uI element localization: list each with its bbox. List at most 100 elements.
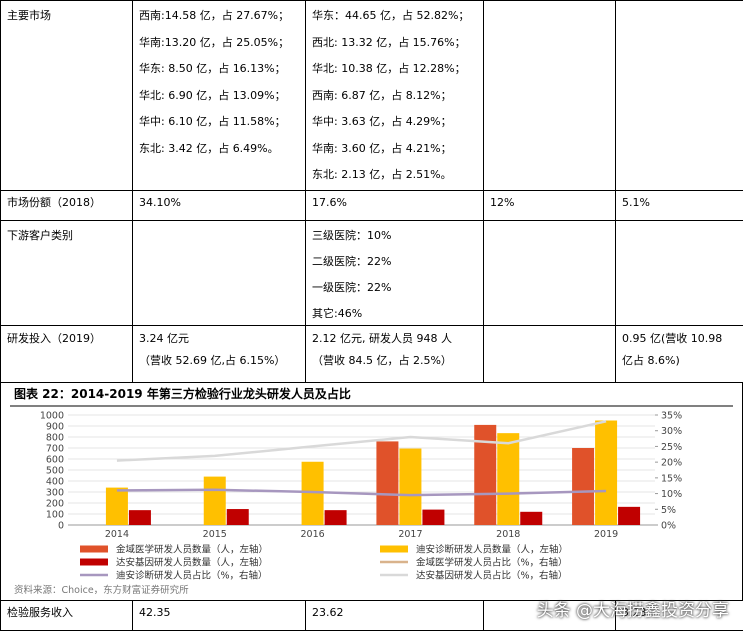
- cell-text: （营收 52.69 亿,占 6.15%）: [139, 354, 286, 367]
- y-tick-label: 900: [46, 422, 64, 433]
- legend-swatch: [80, 545, 108, 553]
- legend-label: 金域医学研发人员数量（人，左轴）: [116, 544, 268, 556]
- table-cell: 3.23: [615, 600, 743, 631]
- cell-text: 亿占 8.6%): [622, 354, 680, 367]
- cell-text: 下游客户类别: [7, 229, 73, 242]
- table-cell: 34.10%: [132, 190, 306, 221]
- cell-text: 华东: 8.50 亿，占 16.13%；: [139, 62, 286, 75]
- y2-tick-label: 20%: [661, 458, 682, 469]
- y-tick-label: 300: [46, 488, 64, 499]
- table-cell: 2.12 亿元, 研发人员 948 人 （营收 84.5 亿，占 2.5%）: [305, 325, 484, 383]
- cell-text: 一级医院：22%: [312, 281, 392, 294]
- cell-text: 3.23: [622, 606, 647, 619]
- cell-text: 华中: 3.63 亿，占 4.29%；: [312, 115, 452, 128]
- figure-title: 图表 22：2014-2019 年第三方检验行业龙头研发人员及占比: [14, 386, 351, 401]
- table-cell: [483, 0, 616, 191]
- cell-text: 华南:13.20 亿，占 25.05%；: [139, 35, 290, 49]
- table-cell: 研发投入（2019）: [0, 325, 133, 383]
- x-tick-label: 2015: [203, 529, 227, 540]
- table-cell: 下游客户类别: [0, 220, 133, 326]
- y-tick-label: 400: [46, 477, 64, 488]
- bar: [105, 487, 128, 525]
- table-cell: 3.24 亿元 （营收 52.69 亿,占 6.15%）: [132, 325, 306, 383]
- table-cell: 23.62: [305, 600, 484, 631]
- cell-text: 23.62: [312, 606, 344, 619]
- y-tick-label: 600: [46, 455, 64, 466]
- table-cell: 0.95 亿(营收 10.98 亿占 8.6%): [615, 325, 743, 383]
- x-tick-label: 2018: [496, 529, 520, 540]
- cell-text: 华北: 10.38 亿，占 12.28%；: [312, 62, 466, 75]
- cell-text: 检验服务收入: [7, 606, 73, 619]
- y-tick-label: 700: [46, 444, 64, 455]
- cell-text: 研发投入（2019）: [7, 332, 101, 345]
- table-cell: [615, 220, 743, 326]
- table-cell: 主要市场: [0, 0, 133, 191]
- bar: [128, 510, 151, 525]
- y-tick-label: 0: [58, 521, 64, 532]
- figure-source: 资料来源：Choice，东方财富证券研究所: [14, 584, 189, 596]
- y-tick-label: 100: [46, 510, 64, 521]
- bar: [376, 441, 399, 525]
- cell-text: 二级医院：22%: [312, 255, 392, 268]
- cell-text: 2.12 亿元, 研发人员 948 人: [312, 332, 452, 345]
- legend-label: 迪安诊断研发人员占比（%，右轴）: [116, 570, 268, 582]
- line: [116, 420, 607, 462]
- cell-text: 西南:14.58 亿，占 27.67%；: [139, 9, 290, 22]
- cell-text: 西南: 6.87 亿，占 8.12%；: [312, 88, 452, 102]
- y2-tick-label: 10%: [661, 489, 682, 500]
- table-cell: 5.1%: [615, 190, 743, 221]
- x-tick-label: 2016: [300, 529, 324, 540]
- line: [116, 488, 607, 497]
- cell-text: 华北: 6.90 亿，占 13.09%；: [139, 88, 286, 102]
- table-cell: [483, 600, 616, 631]
- table-cell: [615, 0, 743, 191]
- cell-text: 0.95 亿(营收 10.98: [622, 332, 723, 345]
- y2-tick-label: 30%: [661, 426, 682, 437]
- y2-tick-label: 0%: [661, 521, 676, 532]
- watermark: 头条 @大海捞鑫投资分享: [536, 601, 729, 621]
- table-cell: [483, 325, 616, 383]
- cell-text: 12%: [490, 196, 515, 209]
- table-cell: 市场份额（2018）: [0, 190, 133, 221]
- bar: [301, 461, 324, 525]
- cell-text: 华南: 3.60 亿，占 4.21%；: [312, 141, 452, 155]
- cell-text: 东北: 3.42 亿，占 6.49%。: [139, 141, 279, 155]
- cell-text: 34.10%: [139, 196, 181, 209]
- cell-text: 市场份额（2018）: [7, 196, 101, 209]
- y-tick-label: 800: [46, 433, 64, 444]
- cell-text: 5.1%: [622, 196, 650, 209]
- y-tick-label: 500: [46, 466, 64, 477]
- cell-text: 华东：44.65 亿，占 52.82%；: [312, 9, 470, 22]
- legend-label: 达安基因研发人员数量（人，左轴）: [116, 557, 268, 569]
- bar: [572, 448, 595, 525]
- cell-text: （营收 84.5 亿，占 2.5%）: [312, 354, 452, 367]
- table-cell: 三级医院：10% 二级医院：22% 一级医院：22% 其它:46%: [305, 220, 484, 326]
- legend-swatch: [380, 545, 408, 553]
- cell-text: 42.35: [139, 606, 171, 619]
- table-cell: 17.6%: [305, 190, 484, 221]
- cell-text: 华中: 6.10 亿，占 11.58%；: [139, 115, 286, 128]
- bar: [474, 424, 497, 525]
- cell-text: 三级医院：10%: [312, 229, 392, 242]
- cell-text: 其它:46%: [312, 307, 363, 320]
- y-tick-label: 200: [46, 499, 64, 510]
- table-cell: 42.35: [132, 600, 306, 631]
- cell-text: 西北: 13.32 亿，占 15.76%；: [312, 35, 466, 49]
- table-cell: [483, 220, 616, 326]
- y2-tick-label: 25%: [661, 442, 682, 453]
- legend-label: 迪安诊断研发人员数量（人，左轴）: [416, 544, 568, 556]
- cell-text: 东北: 2.13 亿，占 2.51%。: [312, 168, 452, 181]
- bar: [324, 510, 347, 525]
- bar: [226, 509, 249, 525]
- table-cell: 华东：44.65 亿，占 52.82%； 西北: 13.32 亿，占 15.76%…: [305, 0, 484, 191]
- x-tick-label: 2019: [594, 529, 618, 540]
- x-tick-label: 2014: [105, 529, 129, 540]
- chart: 图表 22：2014-2019 年第三方检验行业龙头研发人员及占比 0100200…: [10, 386, 733, 596]
- cell-text: 17.6%: [312, 196, 347, 209]
- x-tick-label: 2017: [398, 529, 422, 540]
- bar: [422, 509, 445, 525]
- bar: [618, 506, 641, 525]
- table-cell: 12%: [483, 190, 616, 221]
- cell-text: 3.24 亿元: [139, 332, 189, 345]
